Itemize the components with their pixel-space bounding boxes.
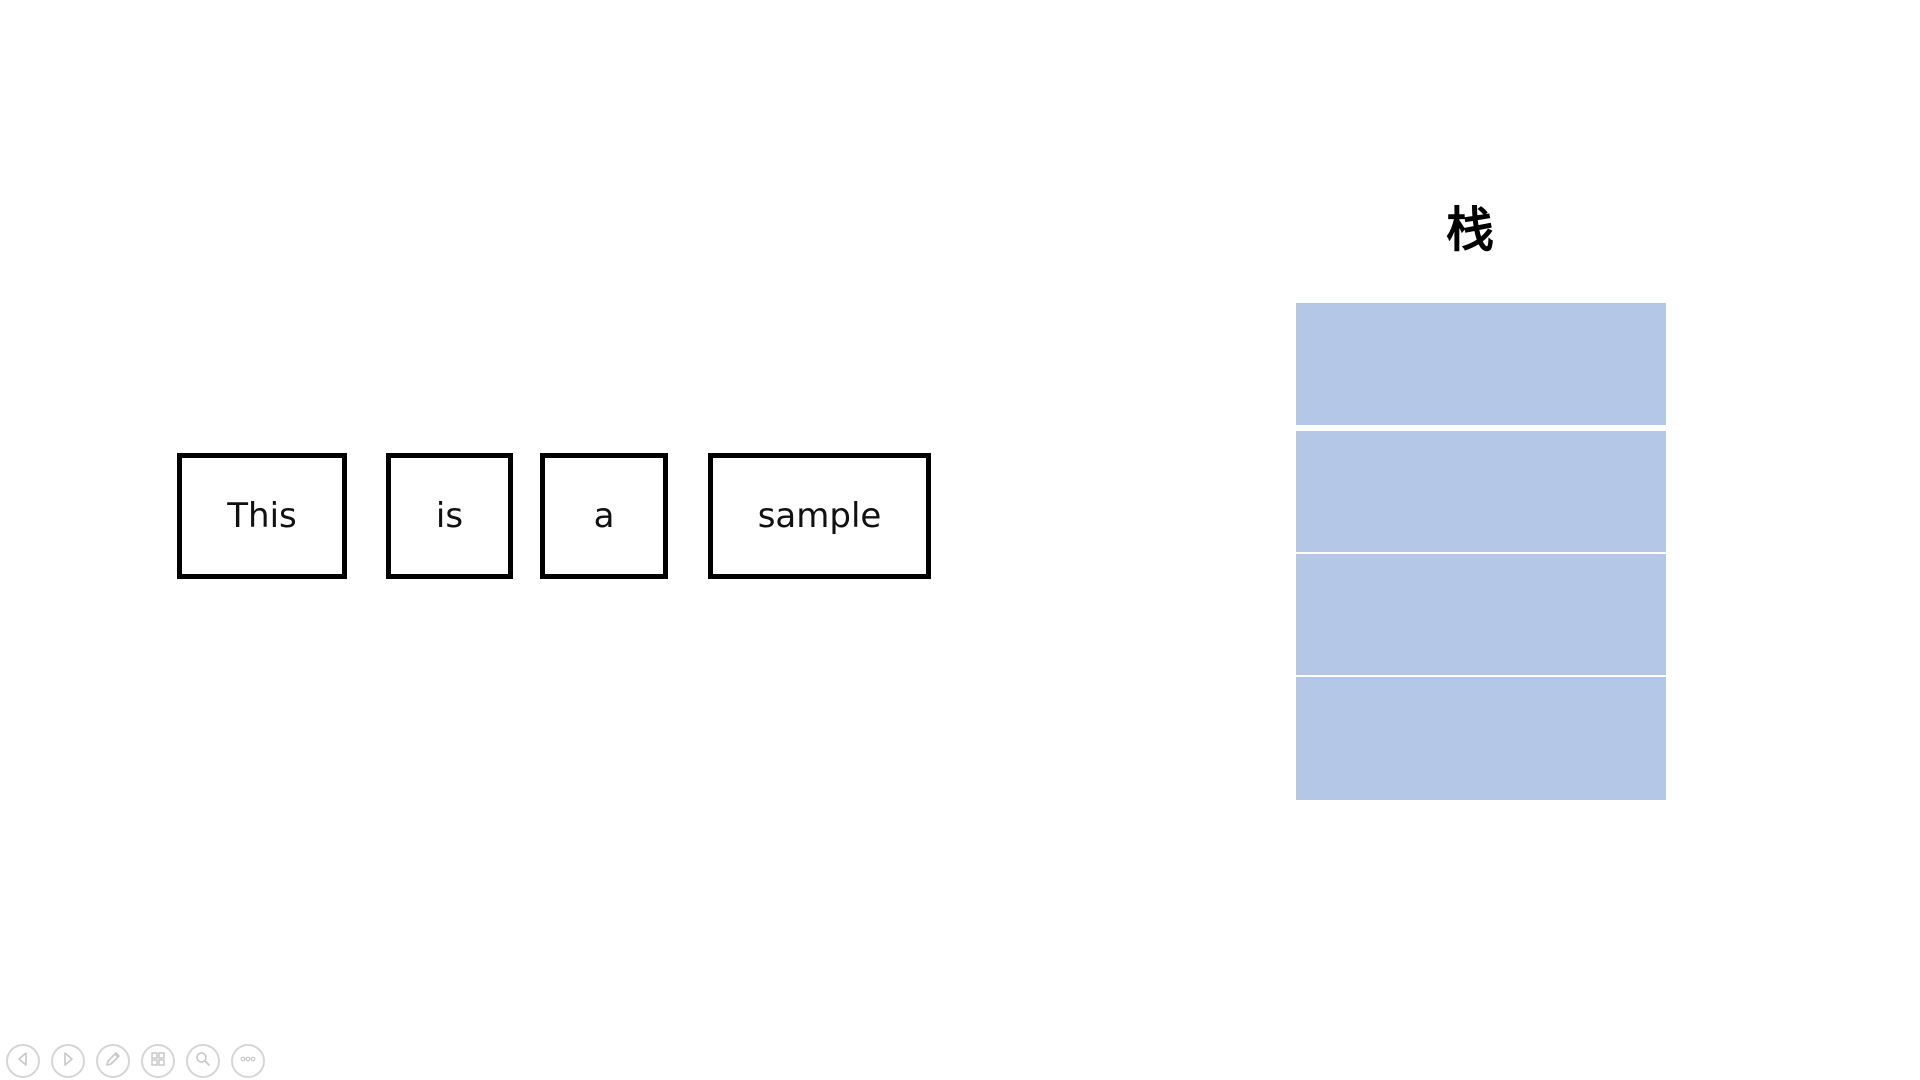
more-options-button[interactable] [231, 1044, 265, 1078]
word-box-this: This [177, 453, 347, 579]
stack-diagram [1296, 303, 1666, 800]
next-slide-button[interactable] [51, 1044, 85, 1078]
previous-slide-icon [13, 1049, 33, 1073]
stack-title: 栈 [1445, 202, 1494, 258]
word-label: sample [757, 496, 882, 536]
word-box-is: is [386, 453, 513, 579]
pen-button[interactable] [96, 1044, 130, 1078]
stack-cell [1296, 303, 1666, 425]
word-box-a: a [540, 453, 668, 579]
word-label: a [593, 496, 615, 536]
stack-cell [1296, 431, 1666, 552]
more-options-icon [238, 1049, 258, 1073]
zoom-icon [193, 1049, 213, 1073]
next-slide-icon [58, 1049, 78, 1073]
slide-grid-button[interactable] [141, 1044, 175, 1078]
pen-icon [103, 1049, 123, 1073]
stack-cell [1296, 554, 1666, 675]
stack-cell [1296, 677, 1666, 800]
presenter-toolbar [6, 1044, 265, 1080]
zoom-button[interactable] [186, 1044, 220, 1078]
previous-slide-button[interactable] [6, 1044, 40, 1078]
word-box-sample: sample [708, 453, 931, 579]
slide-grid-icon [148, 1049, 168, 1073]
word-label: is [435, 496, 464, 536]
word-label: This [227, 496, 297, 536]
